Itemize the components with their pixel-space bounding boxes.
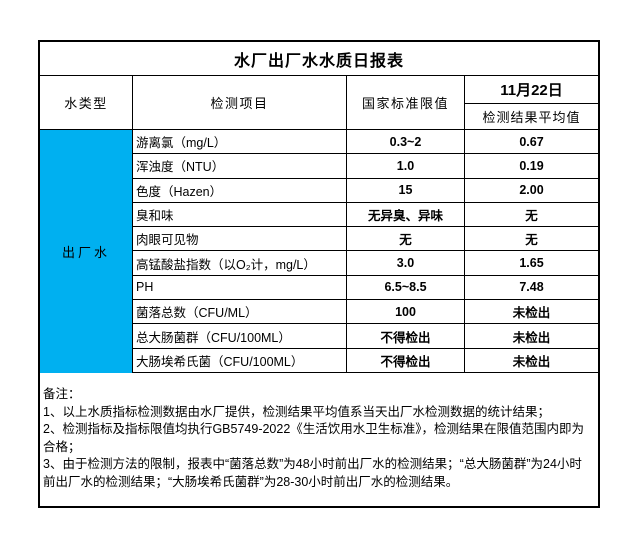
header-standard-limit: 国家标准限值 <box>347 76 465 129</box>
test-item-cell: 色度（Hazen） <box>133 178 347 202</box>
table-row: 肉眼可见物 无 无 <box>133 227 598 252</box>
water-type-merged-cell: 出厂水 <box>40 130 133 373</box>
result-cell: 未检出 <box>512 354 551 369</box>
notes-label: 备注： <box>43 387 81 401</box>
water-quality-report-table: 水厂出厂水水质日报表 水类型 检测项目 国家标准限值 11月22日 检测结果平均… <box>38 40 600 508</box>
report-table-rows: 游离氯（mg/L） 0.3~2 0.67 浑浊度（NTU） 1.0 0.19 色… <box>133 130 598 373</box>
table-body: 出厂水 游离氯（mg/L） 0.3~2 0.67 浑浊度（NTU） 1.0 0.… <box>40 130 598 373</box>
test-item-cell: 臭和味 <box>133 202 347 227</box>
table-row: 色度（Hazen） 15 2.00 <box>133 178 598 203</box>
standard-limit-cell: 不得检出 <box>347 348 465 372</box>
notes-section: 备注： 1、以上水质指标检测数据由水厂提供，检测结果平均值系当天出厂水检测数据的… <box>40 373 598 506</box>
standard-limit-cell: 100 <box>347 300 465 324</box>
result-cell: 2.00 <box>519 183 544 198</box>
table-row: 总大肠菌群（CFU/100ML） 不得检出 未检出 <box>133 324 598 349</box>
test-item-cell: PH <box>133 275 347 300</box>
result-cell: 未检出 <box>512 330 551 345</box>
standard-limit-cell: 0.3~2 <box>347 130 465 154</box>
report-title: 水厂出厂水水质日报表 <box>40 42 598 76</box>
table-row: PH 6.5~8.5 7.48 <box>133 275 598 301</box>
standard-limit-cell: 无 <box>347 227 465 251</box>
result-cell: 1.65 <box>519 256 544 271</box>
test-item-cell: 高锰酸盐指数（以O₂计，mg/L） <box>133 251 347 275</box>
result-cell: 0.19 <box>519 158 544 173</box>
table-row: 浑浊度（NTU） 1.0 0.19 <box>133 154 598 179</box>
test-item-cell: 菌落总数（CFU/ML） <box>133 300 347 324</box>
table-row: 菌落总数（CFU/ML） 100 未检出 <box>133 300 598 325</box>
table-row: 大肠埃希氏菌（CFU/100ML） 不得检出 未检出 <box>133 348 598 373</box>
standard-limit-cell: 3.0 <box>347 251 465 275</box>
test-item-cell: 浑浊度（NTU） <box>133 154 347 178</box>
result-cell: 无 <box>525 233 538 248</box>
table-row: 臭和味 无异臭、异味 无 <box>133 202 598 228</box>
header-water-type: 水类型 <box>40 76 133 129</box>
result-cell: 未检出 <box>512 306 551 321</box>
note-line-1: 1、以上水质指标检测数据由水厂提供，检测结果平均值系当天出厂水检测数据的统计结果… <box>43 404 550 419</box>
result-cell: 0.67 <box>519 134 544 149</box>
header-date: 11月22日 <box>465 76 598 104</box>
test-item-cell: 总大肠菌群（CFU/100ML） <box>133 324 347 348</box>
table-row: 游离氯（mg/L） 0.3~2 0.67 <box>133 130 598 155</box>
standard-limit-cell: 无异臭、异味 <box>347 202 465 227</box>
standard-limit-cell: 6.5~8.5 <box>347 275 465 300</box>
test-item-cell: 大肠埃希氏菌（CFU/100ML） <box>133 348 347 372</box>
table-header-row: 水类型 检测项目 国家标准限值 11月22日 检测结果平均值 <box>40 76 598 130</box>
note-line-3: 3、由于检测方法的限制，报表中“菌落总数”为48小时前出厂水的检测结果；“总大肠… <box>43 457 582 489</box>
header-date-column: 11月22日 检测结果平均值 <box>465 76 598 129</box>
table-row: 高锰酸盐指数（以O₂计，mg/L） 3.0 1.65 <box>133 251 598 276</box>
standard-limit-cell: 不得检出 <box>347 324 465 348</box>
test-item-cell: 肉眼可见物 <box>133 227 347 251</box>
result-cell: 无 <box>525 209 538 224</box>
test-item-cell: 游离氯（mg/L） <box>133 130 347 154</box>
standard-limit-cell: 1.0 <box>347 154 465 178</box>
result-cell: 7.48 <box>519 280 544 295</box>
header-test-item: 检测项目 <box>133 76 347 129</box>
standard-limit-cell: 15 <box>347 178 465 202</box>
note-line-2: 2、检测指标及指标限值均执行GB5749-2022《生活饮用水卫生标准》，检测结… <box>43 422 585 454</box>
header-avg-result: 检测结果平均值 <box>482 110 581 125</box>
